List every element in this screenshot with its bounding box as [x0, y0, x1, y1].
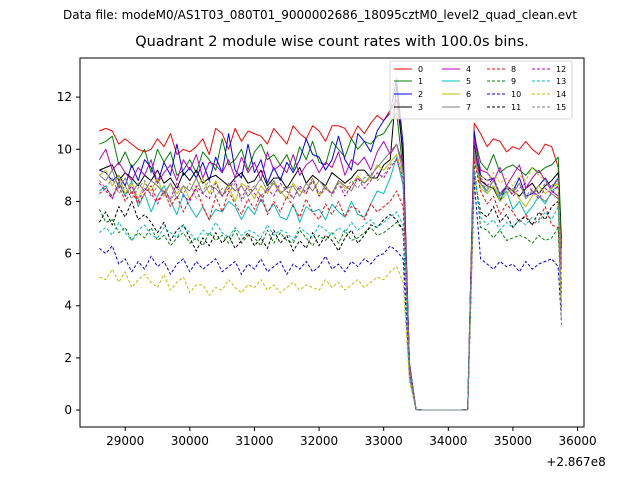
y-tick-label: 2: [64, 351, 72, 365]
legend-label-11: 11: [511, 103, 521, 112]
legend-label-15: 15: [556, 103, 566, 112]
series-line-1: [99, 112, 562, 411]
x-tick-label: 36000: [558, 434, 596, 448]
series-line-5: [99, 151, 562, 411]
legend-label-4: 4: [466, 65, 471, 74]
x-offset-label: +2.867e8: [546, 455, 605, 469]
legend-label-8: 8: [511, 65, 516, 74]
series-line-12: [99, 154, 562, 411]
x-tick-label: 33000: [365, 434, 403, 448]
legend-label-13: 13: [556, 77, 566, 86]
series-line-9: [98, 164, 562, 411]
legend-label-2: 2: [418, 90, 423, 99]
legend-label-12: 12: [556, 65, 566, 74]
chart-title: Quadrant 2 module wise count rates with …: [135, 34, 529, 50]
series-line-8: [99, 159, 562, 411]
legend-label-7: 7: [466, 103, 471, 112]
x-tick-label: 29000: [106, 434, 144, 448]
legend-label-9: 9: [511, 77, 516, 86]
x-tick-label: 32000: [300, 434, 338, 448]
series-line-10: [99, 180, 562, 411]
legend-label-5: 5: [466, 77, 471, 86]
x-axis: 29000 30000 31000 32000 33000 34000 35000 36000: [106, 427, 597, 448]
legend-label-14: 14: [556, 90, 566, 99]
y-tick-label: 8: [64, 194, 72, 208]
series-line-3: [99, 83, 562, 411]
x-tick-label: 35000: [494, 434, 532, 448]
series-line-0: [99, 99, 562, 411]
legend-label-10: 10: [511, 90, 521, 99]
y-axis: 0 2 4 6 8 10 12: [57, 90, 80, 417]
x-tick-label: 30000: [171, 434, 209, 448]
series-line-7: [99, 143, 562, 411]
y-tick-label: 6: [64, 247, 72, 261]
series-line-4: [98, 138, 562, 411]
plot-frame: [79, 57, 585, 428]
x-tick-label: 31000: [235, 434, 273, 448]
series-line-13: [99, 169, 562, 411]
y-tick-label: 10: [57, 142, 72, 156]
legend-frame: [389, 60, 573, 120]
y-tick-label: 12: [57, 90, 72, 104]
series-line-14: [99, 167, 562, 411]
figure-suptitle: Data file: modeM0/AS1T03_080T01_90000026…: [63, 8, 577, 22]
y-tick-label: 4: [64, 299, 72, 313]
series-line-11: [98, 174, 562, 411]
y-tick-label: 0: [64, 403, 72, 417]
series-layer: [98, 78, 562, 411]
series-line-15: [99, 151, 562, 411]
legend-label-1: 1: [418, 77, 423, 86]
x-tick-label: 34000: [429, 434, 467, 448]
legend-label-0: 0: [418, 65, 423, 74]
legend-label-3: 3: [418, 103, 423, 112]
legend-label-6: 6: [466, 90, 471, 99]
